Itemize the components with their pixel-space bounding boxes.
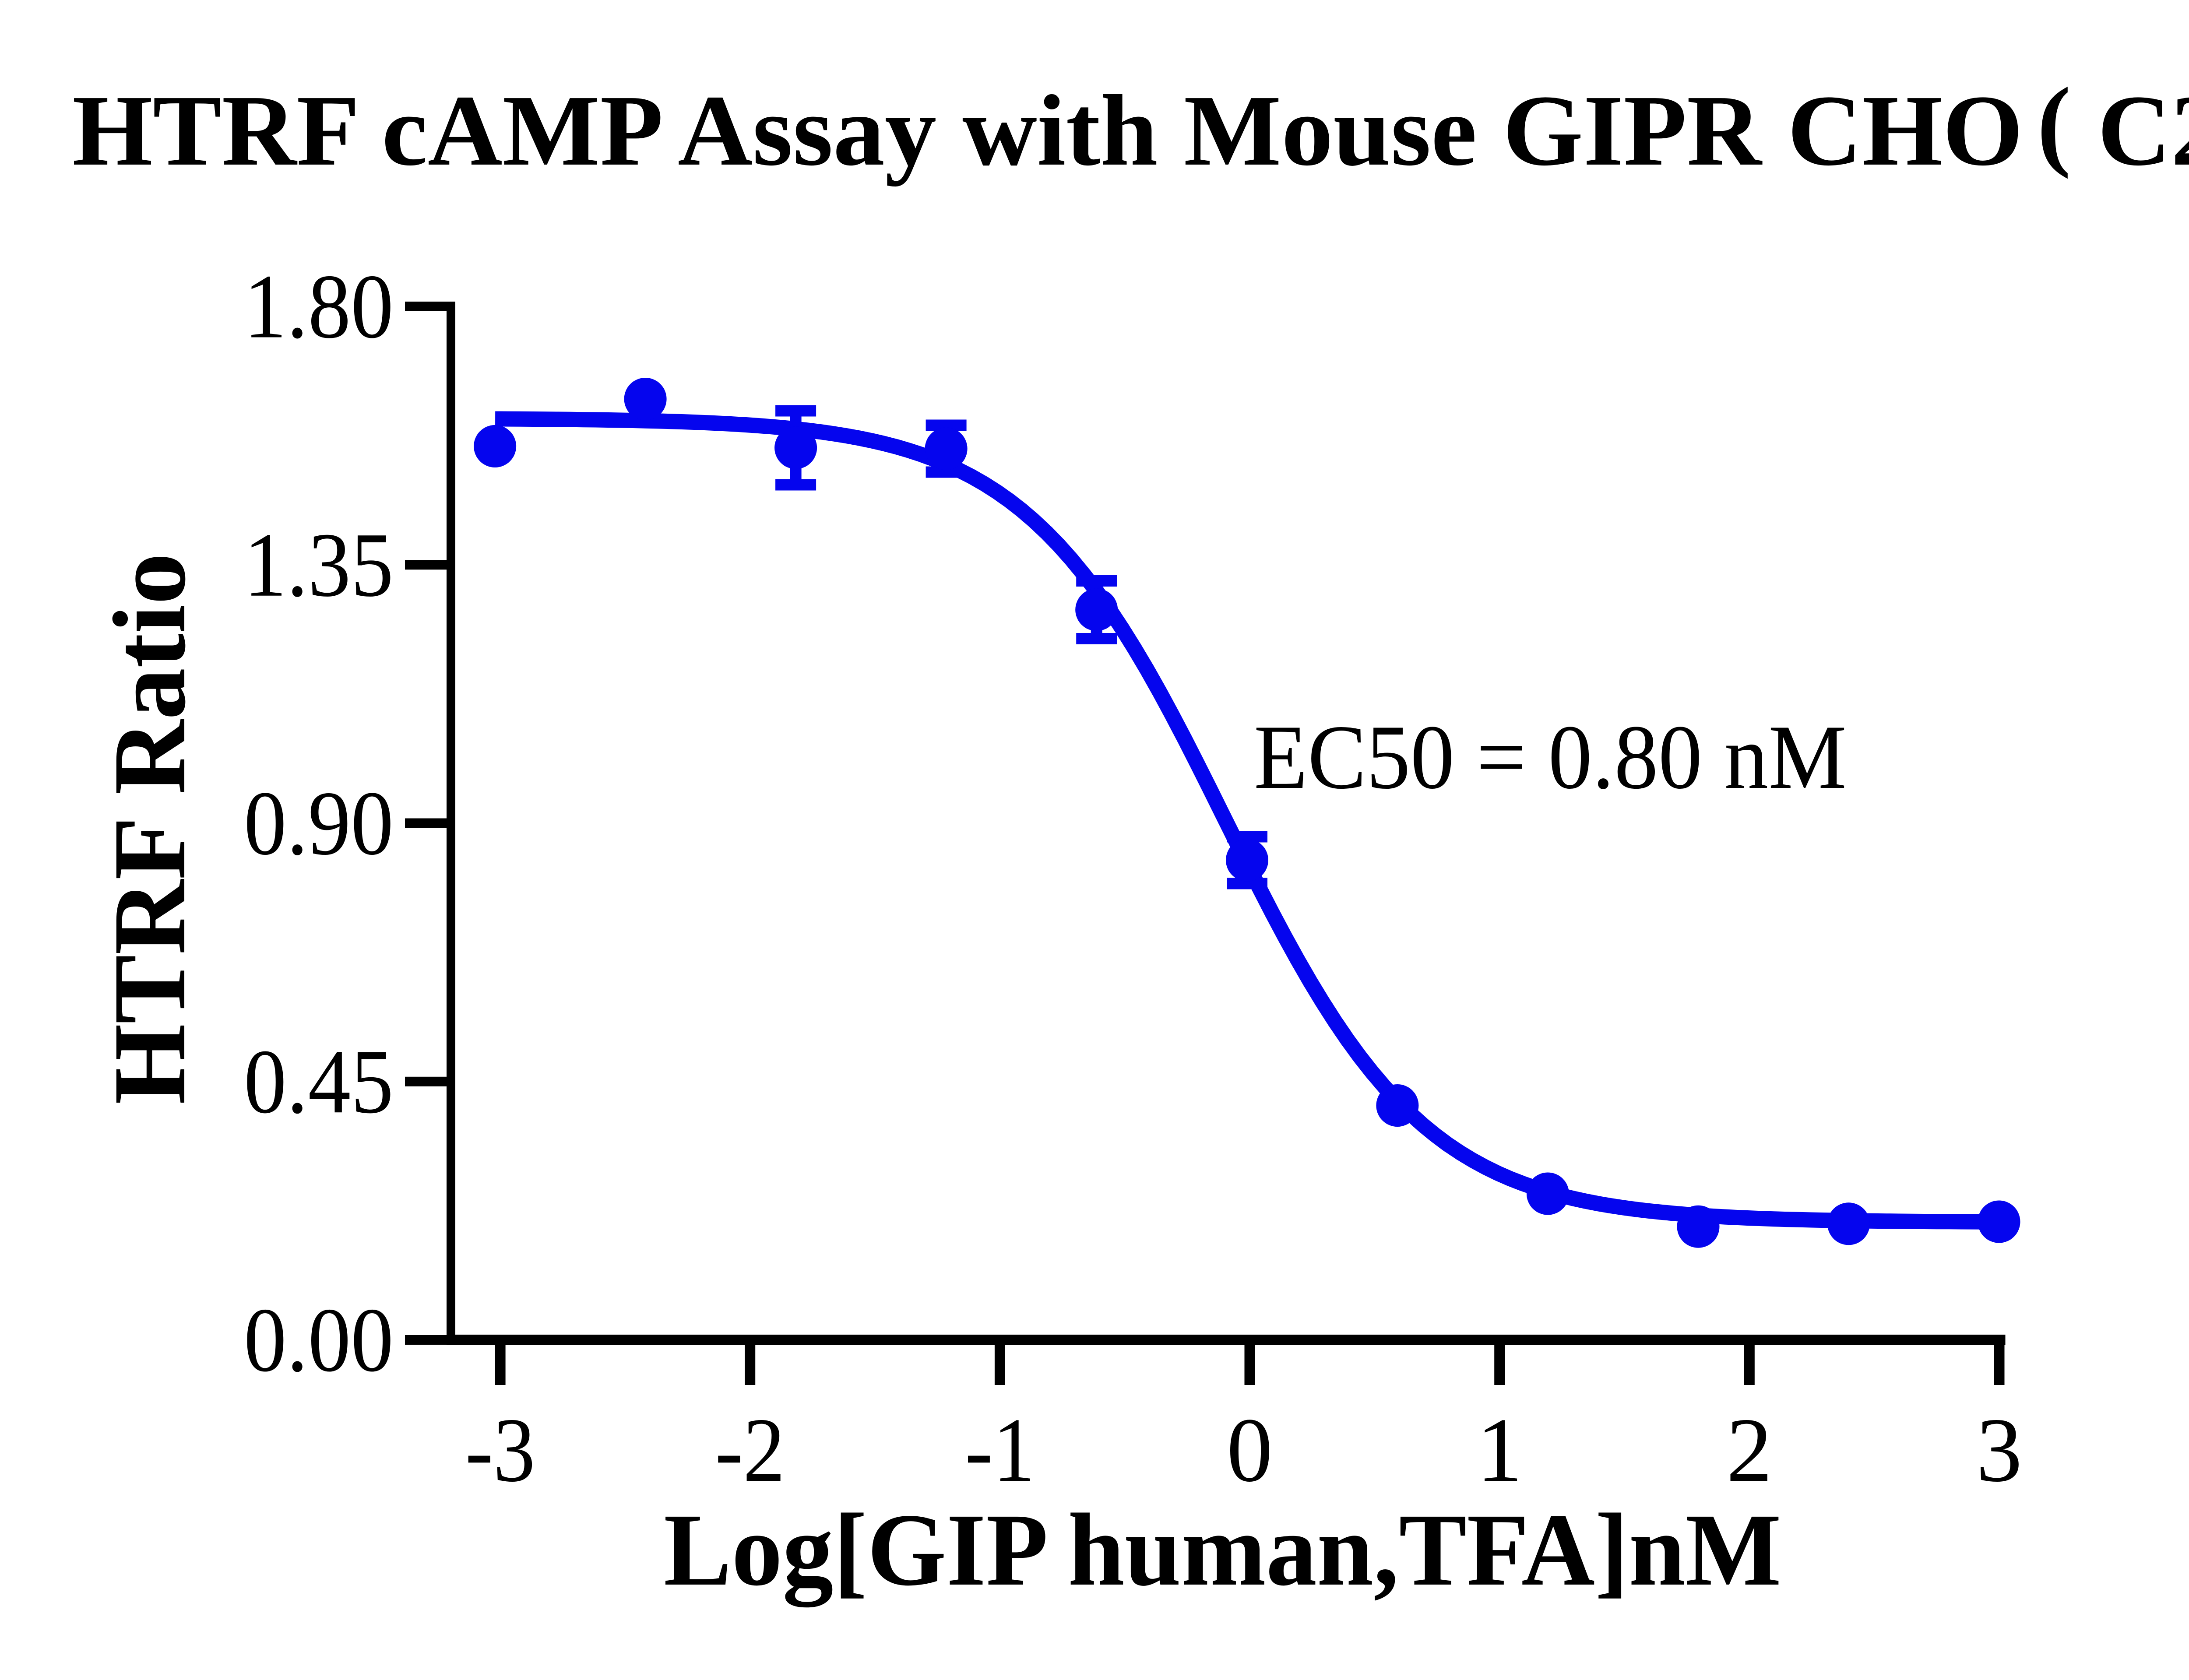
svg-text:-2: -2	[715, 1399, 785, 1501]
svg-text:0.45: 0.45	[244, 1031, 394, 1132]
svg-text:-3: -3	[465, 1399, 535, 1501]
svg-text:HTRF Ratio: HTRF Ratio	[92, 553, 207, 1104]
svg-text:-1: -1	[965, 1399, 1035, 1501]
svg-text:0.00: 0.00	[244, 1290, 394, 1391]
svg-text:EC50 = 0.80 nM: EC50 = 0.80 nM	[1254, 706, 1847, 808]
svg-text:1: 1	[1477, 1399, 1523, 1501]
svg-text:(: (	[2037, 67, 2071, 179]
svg-text:Log[GIP human,TFA]nM: Log[GIP human,TFA]nM	[664, 1493, 1781, 1607]
svg-text:1.35: 1.35	[244, 514, 394, 616]
svg-text:3: 3	[1976, 1399, 2022, 1501]
svg-text:0.90: 0.90	[244, 773, 394, 874]
svg-text:0: 0	[1227, 1399, 1273, 1501]
svg-text:HTRF cAMP Assay with Mouse GIP: HTRF cAMP Assay with Mouse GIPR CHO	[72, 74, 2023, 187]
svg-text:2: 2	[1726, 1399, 1772, 1501]
svg-text:1.80: 1.80	[244, 256, 394, 358]
svg-text:C22: C22	[2097, 74, 2189, 187]
